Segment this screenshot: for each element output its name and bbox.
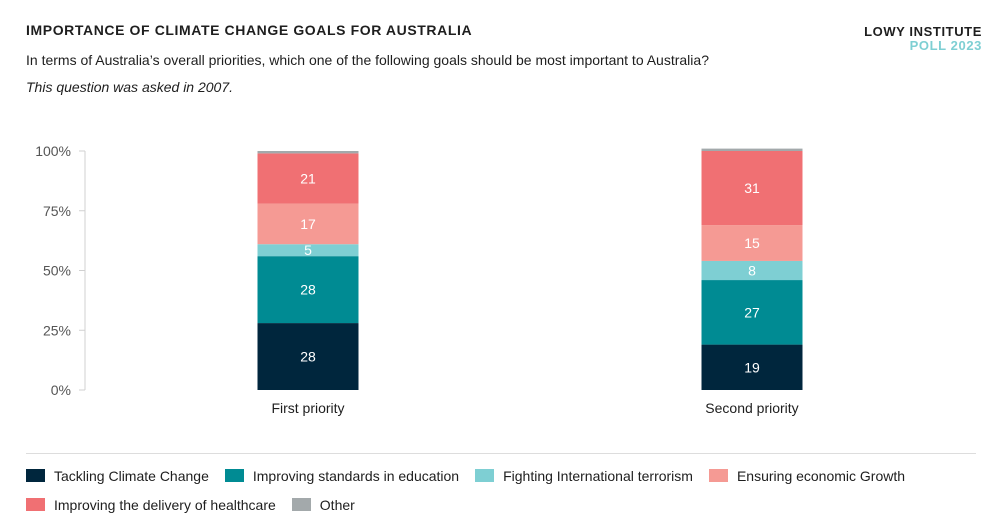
legend-label: Other <box>319 496 355 513</box>
bar-segment <box>257 323 359 390</box>
bar-segment <box>701 148 803 151</box>
bar-segment <box>701 225 803 261</box>
chart-subtitle: In terms of Australia’s overall prioriti… <box>26 52 709 68</box>
y-tick-label: 0% <box>51 382 71 398</box>
bar-data-label: 8 <box>748 263 756 279</box>
bar-segment <box>701 260 803 281</box>
legend-item[interactable]: Ensuring economic Growth <box>708 465 906 486</box>
legend-item[interactable]: Fighting International terrorism <box>475 465 693 486</box>
stacked-bar-chart: 0% 25% 50% 75% 100% 28 28 5 17 21 First priority 19… <box>35 143 803 416</box>
brand-line-1: LOWY INSTITUTE <box>864 24 982 39</box>
bar-segment <box>701 280 803 345</box>
bar-segment <box>701 344 803 390</box>
bar-data-label: 31 <box>744 180 760 196</box>
legend-row: Tackling Climate Change Improving standar… <box>26 465 976 515</box>
bar-segment <box>257 151 359 154</box>
bar-data-label: 5 <box>304 242 312 258</box>
legend-divider <box>26 453 976 454</box>
legend-item[interactable]: Improving standards in education <box>224 465 460 486</box>
chart-note: This question was asked in 2007. <box>26 79 234 95</box>
y-tick-label: 75% <box>43 203 71 219</box>
legend-swatch <box>224 469 244 482</box>
brand-logo: LOWY INSTITUTE POLL 2023 <box>864 25 982 53</box>
legend-swatch <box>26 498 45 511</box>
legend-label: Tackling Climate Change <box>54 467 209 484</box>
legend-swatch <box>291 498 311 511</box>
legend-label: Improving standards in education <box>252 467 460 484</box>
legend-swatch <box>708 469 728 482</box>
legend-item[interactable]: Tackling Climate Change <box>26 465 209 486</box>
bar-data-label: 28 <box>300 349 316 365</box>
bar-data-label: 15 <box>744 235 760 251</box>
bar-segment <box>257 153 359 204</box>
legend-label: Fighting International terrorism <box>503 467 693 484</box>
y-tick-label: 25% <box>43 322 71 338</box>
chart-legend: Tackling Climate Change Improving standar… <box>26 465 976 515</box>
chart-title: IMPORTANCE OF CLIMATE CHANGE GOALS FOR A… <box>26 22 473 38</box>
legend-label: Improving the delivery of healthcare <box>54 496 276 513</box>
bar-data-label: 19 <box>744 359 760 375</box>
legend-swatch <box>26 469 45 482</box>
bar-data-label: 27 <box>744 304 760 320</box>
bar-segment <box>257 203 359 245</box>
bar-segment <box>257 256 359 324</box>
y-tick-label: 50% <box>43 263 71 279</box>
x-category-label: Second priority <box>705 400 798 416</box>
y-tick-label: 100% <box>35 143 71 159</box>
bar-data-label: 17 <box>300 216 316 232</box>
bar-data-label: 28 <box>300 282 316 298</box>
bar-segment <box>701 151 803 226</box>
legend-label: Ensuring economic Growth <box>736 467 906 484</box>
x-category-label: First priority <box>271 400 344 416</box>
legend-item[interactable]: Improving the delivery of healthcare <box>26 494 276 515</box>
bar-segment <box>257 244 359 257</box>
bar-data-label: 21 <box>300 170 316 186</box>
legend-swatch <box>475 469 495 482</box>
legend-item[interactable]: Other <box>291 494 355 515</box>
brand-line-2: POLL 2023 <box>909 38 982 53</box>
